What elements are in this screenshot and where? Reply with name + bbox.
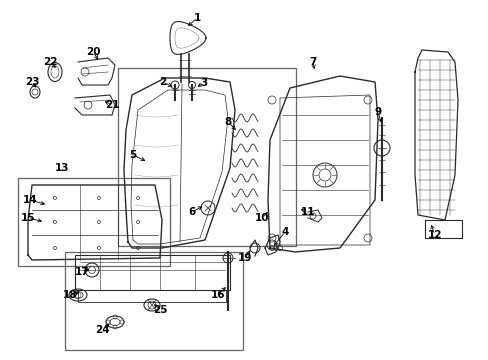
Text: 8: 8 [224, 117, 231, 127]
Bar [78, 290, 225, 302]
Text: 7: 7 [309, 57, 316, 67]
Bar [118, 68, 295, 246]
Text: 2: 2 [159, 77, 166, 87]
Text: 21: 21 [104, 100, 119, 110]
Text: 18: 18 [62, 290, 77, 300]
Text: 16: 16 [210, 290, 225, 300]
Text: 19: 19 [237, 253, 252, 263]
Bar [75, 255, 229, 290]
Text: 3: 3 [200, 78, 207, 88]
Text: 14: 14 [22, 195, 37, 205]
Text: 9: 9 [374, 107, 381, 117]
Text: 1: 1 [193, 13, 200, 23]
Text: 4: 4 [281, 227, 288, 237]
Text: 23: 23 [25, 77, 39, 87]
Text: 24: 24 [95, 325, 109, 335]
Text: 15: 15 [20, 213, 35, 223]
Text: 11: 11 [300, 207, 315, 217]
Text: 6: 6 [188, 207, 195, 217]
Text: 13: 13 [55, 163, 69, 173]
Bar [65, 252, 243, 350]
Text: 25: 25 [152, 305, 167, 315]
Text: 20: 20 [85, 47, 100, 57]
Text: 10: 10 [254, 213, 269, 223]
Bar [18, 178, 170, 266]
Text: 22: 22 [42, 57, 57, 67]
Text: 17: 17 [75, 267, 89, 277]
Text: 12: 12 [427, 230, 441, 240]
Text: 5: 5 [129, 150, 136, 160]
